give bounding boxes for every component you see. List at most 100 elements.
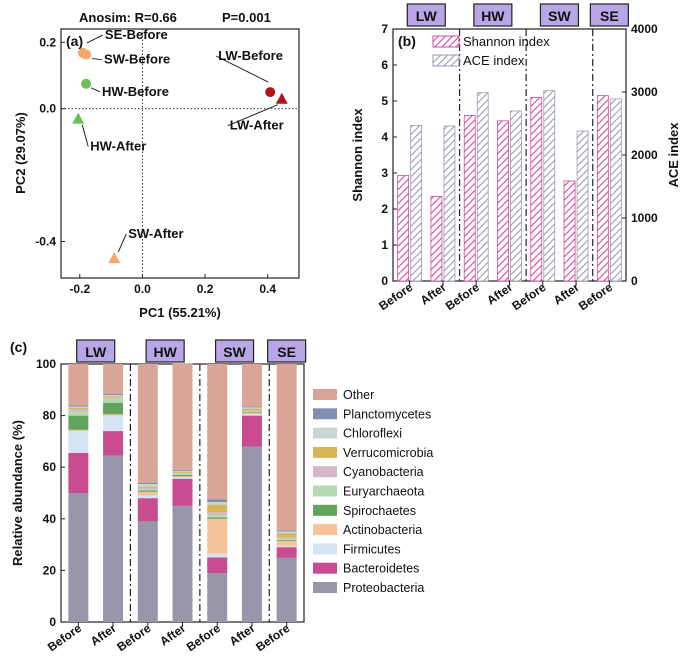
panel-b-bar-ace: [410, 124, 423, 282]
panel-a-xtick-label: -0.2: [69, 282, 90, 296]
panel-c-stack-segment: [172, 472, 193, 474]
panel-c-stack-segment: [276, 530, 297, 532]
panel-a-point: [81, 49, 92, 60]
panel-a-plot-frame: [60, 28, 300, 279]
panel-b-group-box: [589, 3, 629, 27]
panel-c-stack-segment: [103, 398, 124, 403]
panel-c-stack-segment: [241, 364, 262, 407]
panel-c-stack-segment: [276, 557, 297, 622]
panel-c-stack-segment: [68, 429, 89, 432]
panel-a-point-label: HW-After: [90, 139, 146, 154]
panel-c-stack-segment: [276, 539, 297, 541]
panel-a-point-leader: [86, 34, 104, 44]
panel-c-ytick-label: 100: [36, 357, 56, 371]
panel-c-legend-label: Bacteroidetes: [343, 562, 419, 576]
panel-b-ytick-label: 3: [381, 166, 388, 180]
panel-c-xtick-label: Before: [114, 621, 153, 654]
panel-c-stack-segment: [207, 518, 228, 554]
panel-b-legend-swatch-shannon: [432, 35, 460, 48]
panel-c-stack-segment: [103, 394, 124, 397]
panel-c-stack-segment: [137, 495, 158, 499]
panel-b-ytick-label: 4: [381, 130, 388, 144]
panel-c-legend-label: Verrucomicrobia: [343, 446, 433, 460]
panel-c-stack-segment: [68, 493, 89, 622]
panel-b-bar-shannon: [430, 195, 443, 282]
panel-c-stack-segment: [241, 413, 262, 415]
panel-c-group-label: HW: [153, 344, 177, 360]
panel-c-stack-segment: [207, 517, 228, 519]
panel-c-legend-swatch: [313, 562, 337, 574]
panel-c-stack-segment: [241, 406, 262, 408]
panel-c-stack-segment: [103, 397, 124, 399]
panel-c-legend-swatch: [313, 485, 337, 497]
panel-b-bar-shannon: [596, 95, 609, 282]
panel-a-point: [265, 87, 276, 98]
panel-c-stack-segment: [207, 572, 228, 622]
panel-c-legend-swatch: [313, 446, 337, 458]
panel-c-legend-swatch: [313, 408, 337, 420]
panel-c-stack-segment: [207, 364, 228, 500]
panel-b-bar-ace: [510, 110, 522, 282]
panel-a-xtick-label: 0.4: [259, 282, 276, 296]
panel-c-stack-segment: [207, 514, 228, 518]
panel-c-legend-swatch: [313, 524, 337, 536]
panel-b-legend-swatch-ace: [432, 54, 460, 67]
panel-c-stack-segment: [241, 415, 262, 447]
panel-c-stack-segment: [276, 537, 297, 539]
panel-c-stack-segment: [103, 414, 124, 416]
panel-c-stack-segment: [68, 405, 89, 407]
panel-c-stack-segment: [137, 491, 158, 496]
panel-a-xtick-label: 0.0: [134, 282, 151, 296]
panel-c-stack-segment: [207, 553, 228, 558]
panel-c-stack-segment: [207, 502, 228, 505]
panel-c-stack-segment: [137, 521, 158, 622]
panel-b-y2tick-label: 2000: [631, 148, 658, 162]
panel-c-stack-segment: [207, 504, 228, 513]
panel-a-point: [108, 252, 121, 264]
panel-c-stack-segment: [276, 533, 297, 538]
panel-b-bar-shannon: [563, 180, 576, 282]
panel-a-label: (a): [66, 33, 83, 49]
panel-c-legend-label: Chloroflexi: [343, 427, 402, 441]
panel-a-point: [275, 92, 288, 104]
panel-c-legend-swatch: [313, 504, 337, 516]
panel-c-legend-label: Actinobacteria: [343, 523, 422, 537]
panel-b-bar-shannon: [463, 115, 476, 282]
panel-a-point-leader: [92, 58, 103, 61]
panel-c-stack-segment: [276, 540, 297, 546]
panel-b-xtick-label: Before: [443, 280, 482, 313]
panel-a-point-leader: [90, 87, 101, 93]
panel-c-stack-segment: [172, 470, 193, 472]
panel-a-point-leader: [227, 104, 278, 127]
panel-c-ytick-label: 20: [43, 563, 57, 577]
panel-c-stack-segment: [103, 393, 124, 395]
panel-c-stack-segment: [241, 410, 262, 412]
panel-b-group-box: [406, 3, 446, 27]
panel-c-stack-segment: [241, 411, 262, 413]
panel-c-label: (c): [10, 339, 27, 355]
panel-b-ylabel: Shannon index: [350, 108, 365, 202]
panel-b-bar-ace: [543, 90, 556, 282]
panel-c-stack-segment: [68, 407, 89, 410]
panel-c-stack-segment: [137, 364, 158, 483]
panel-c-legend-swatch: [313, 543, 337, 555]
panel-a-point-label: HW-Before: [102, 84, 169, 99]
panel-c-stack-segment: [137, 486, 158, 488]
panel-b-legend-label: ACE index: [463, 53, 525, 68]
panel-b-bar-ace: [476, 92, 489, 282]
panel-c-legend-label: Cyanobacteria: [343, 465, 424, 479]
panel-c-xtick-label: Before: [253, 621, 292, 654]
panel-c-ylabel: Relative abundance (%): [10, 420, 25, 566]
panel-c-stack-segment: [241, 414, 262, 416]
panel-b-label: (b): [398, 33, 416, 49]
panel-a-subtitle: P=0.001: [222, 10, 271, 25]
panel-c-legend-swatch: [313, 582, 337, 593]
panel-c-stack-segment: [103, 402, 124, 415]
panel-b-bar-ace: [609, 98, 622, 282]
panel-c-stack-segment: [172, 363, 193, 470]
panel-c-stack-segment: [103, 364, 124, 394]
panel-c-stack-segment: [241, 407, 262, 409]
panel-b-y2tick-label: 1000: [631, 211, 658, 225]
panel-c-stack-segment: [137, 482, 158, 484]
